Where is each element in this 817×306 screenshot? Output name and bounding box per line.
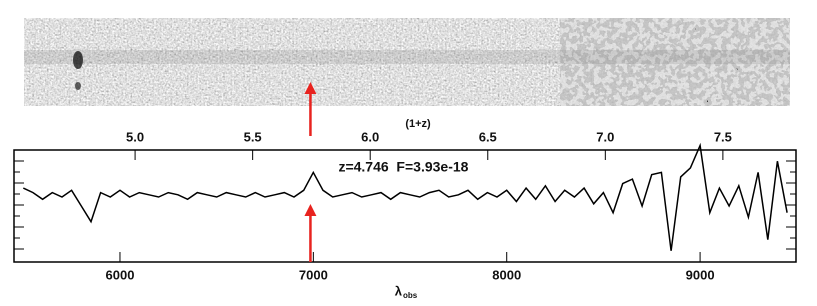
arrow-head — [304, 82, 317, 94]
arrow-head — [304, 204, 317, 216]
spectrum-2d-image — [24, 18, 790, 106]
x-axis-label: λ — [395, 283, 403, 298]
y-minor-ticks — [14, 160, 796, 250]
top-tick-label: 5.5 — [244, 129, 262, 144]
x-tick-label: 8000 — [492, 267, 521, 282]
top-tick-label: 6.5 — [479, 129, 497, 144]
top-tick-label: 7.0 — [596, 129, 614, 144]
top-tick-label: 7.5 — [714, 129, 732, 144]
top-tick-label: 5.0 — [126, 129, 144, 144]
spectrum-line — [22, 142, 788, 251]
x-axis-label-subscript: obs — [403, 291, 418, 300]
plot-frame — [13, 149, 797, 263]
x-tick-label: 6000 — [106, 267, 135, 282]
top-tick-label: 6.0 — [361, 129, 379, 144]
annotation: z=4.746 F=3.93e-18 — [338, 159, 468, 175]
x-tick-label: 9000 — [686, 267, 715, 282]
top-axis-label: (1+z) — [405, 118, 431, 130]
x-tick-label: 7000 — [299, 267, 328, 282]
